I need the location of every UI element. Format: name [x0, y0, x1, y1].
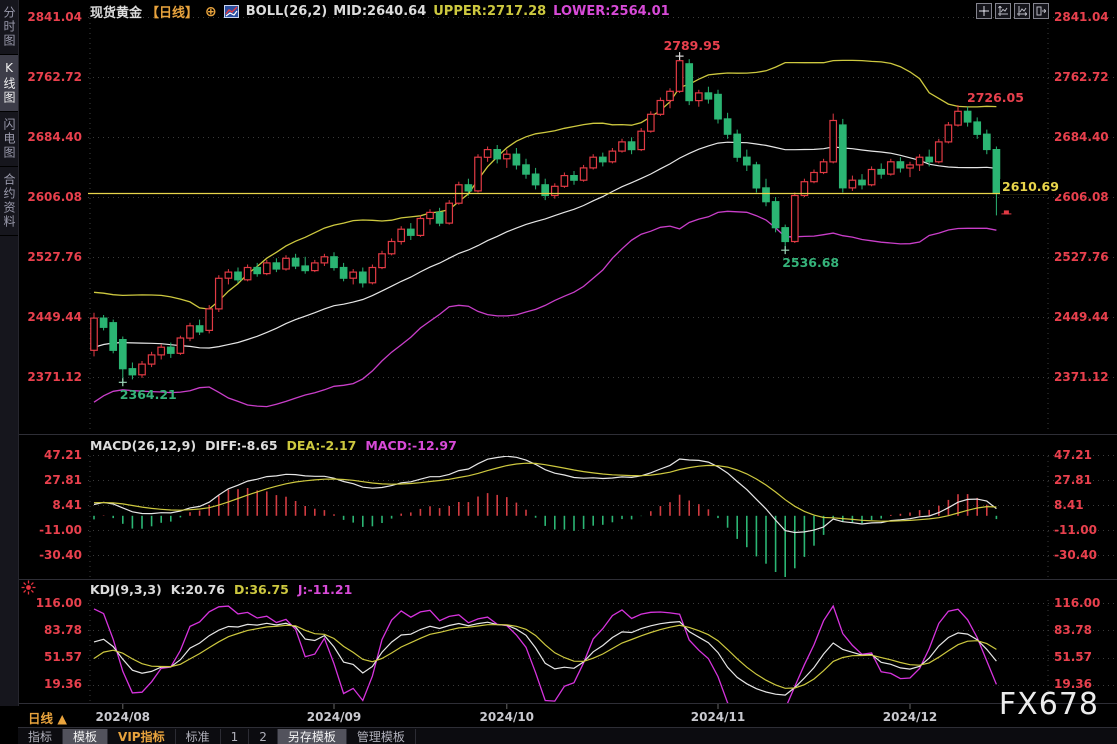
toolbar-item-template[interactable]: 模板 [63, 728, 109, 744]
sidebar-item-contract-info[interactable]: 合约资料 [0, 167, 18, 236]
watermark: FX678 [998, 687, 1099, 722]
period-tag: 【日线】 [146, 6, 199, 21]
symbol-name: 现货黄金 [90, 6, 143, 21]
sidebar-item-kline[interactable]: K线图 [0, 55, 18, 112]
scale-axis-arrow-icon[interactable] [1014, 3, 1030, 19]
sidebar-item-timeshare[interactable]: 分时图 [0, 0, 18, 55]
kdj-header: KDJ(9,3,3) K:20.76 D:36.75 J:-11.21 [90, 582, 352, 597]
main-chart-header: 现货黄金 【日线】 ⊕ BOLL(26,2) MID:2640.64 UPPER… [90, 2, 670, 22]
period-selector[interactable]: 日线 ▲ [28, 708, 67, 727]
crosshair-icon[interactable] [976, 3, 992, 19]
scale-axis-line-icon[interactable] [995, 3, 1011, 19]
boll-lower-value: LOWER:2564.01 [553, 4, 670, 19]
period-label: 日线 [28, 711, 54, 726]
boll-upper-value: UPPER:2717.28 [433, 4, 547, 19]
boll-name: BOLL(26,2) [245, 4, 328, 19]
toolbar-item-standard[interactable]: 标准 [176, 728, 221, 744]
macd-diff-value: DIFF:-8.65 [205, 438, 278, 453]
toolbar-item-indicators[interactable]: 指标 [18, 728, 64, 744]
toolbar-item-slot-2[interactable]: 2 [249, 728, 278, 744]
indicator-alert-icon[interactable] [20, 579, 37, 596]
sidebar-item-lightning[interactable]: 闪电图 [0, 112, 18, 167]
macd-dea-value: DEA:-2.17 [286, 438, 357, 453]
indicator-window-icon[interactable] [223, 5, 239, 18]
kdj-k-value: K:20.76 [170, 582, 225, 597]
toolbar-item-slot-1[interactable]: 1 [221, 728, 250, 744]
chevron-up-icon: ▲ [57, 711, 67, 726]
popout-icon[interactable] [1033, 3, 1049, 19]
kdj-d-value: D:36.75 [233, 582, 289, 597]
boll-mid-value: MID:2640.64 [333, 4, 427, 19]
macd-title: MACD(26,12,9) [90, 438, 197, 453]
toolbar-item-manage-template[interactable]: 管理模板 [347, 728, 416, 744]
add-compare-icon[interactable]: ⊕ [205, 3, 217, 20]
macd-header: MACD(26,12,9) DIFF:-8.65 DEA:-2.17 MACD:… [90, 438, 457, 453]
kdj-title: KDJ(9,3,3) [90, 582, 162, 597]
macd-value: MACD:-12.97 [365, 438, 457, 453]
kdj-j-value: J:-11.21 [297, 582, 353, 597]
toolbar-item-save-template[interactable]: 另存模板 [277, 728, 347, 744]
left-sidebar: 分时图 K线图 闪电图 合约资料 [0, 0, 19, 706]
chart-tool-buttons [976, 3, 1049, 19]
bottom-toolbar: 指标 模板 VIP指标 标准 1 2 另存模板 管理模板 [18, 727, 1117, 744]
toolbar-item-vip-indicators[interactable]: VIP指标 [108, 728, 176, 744]
